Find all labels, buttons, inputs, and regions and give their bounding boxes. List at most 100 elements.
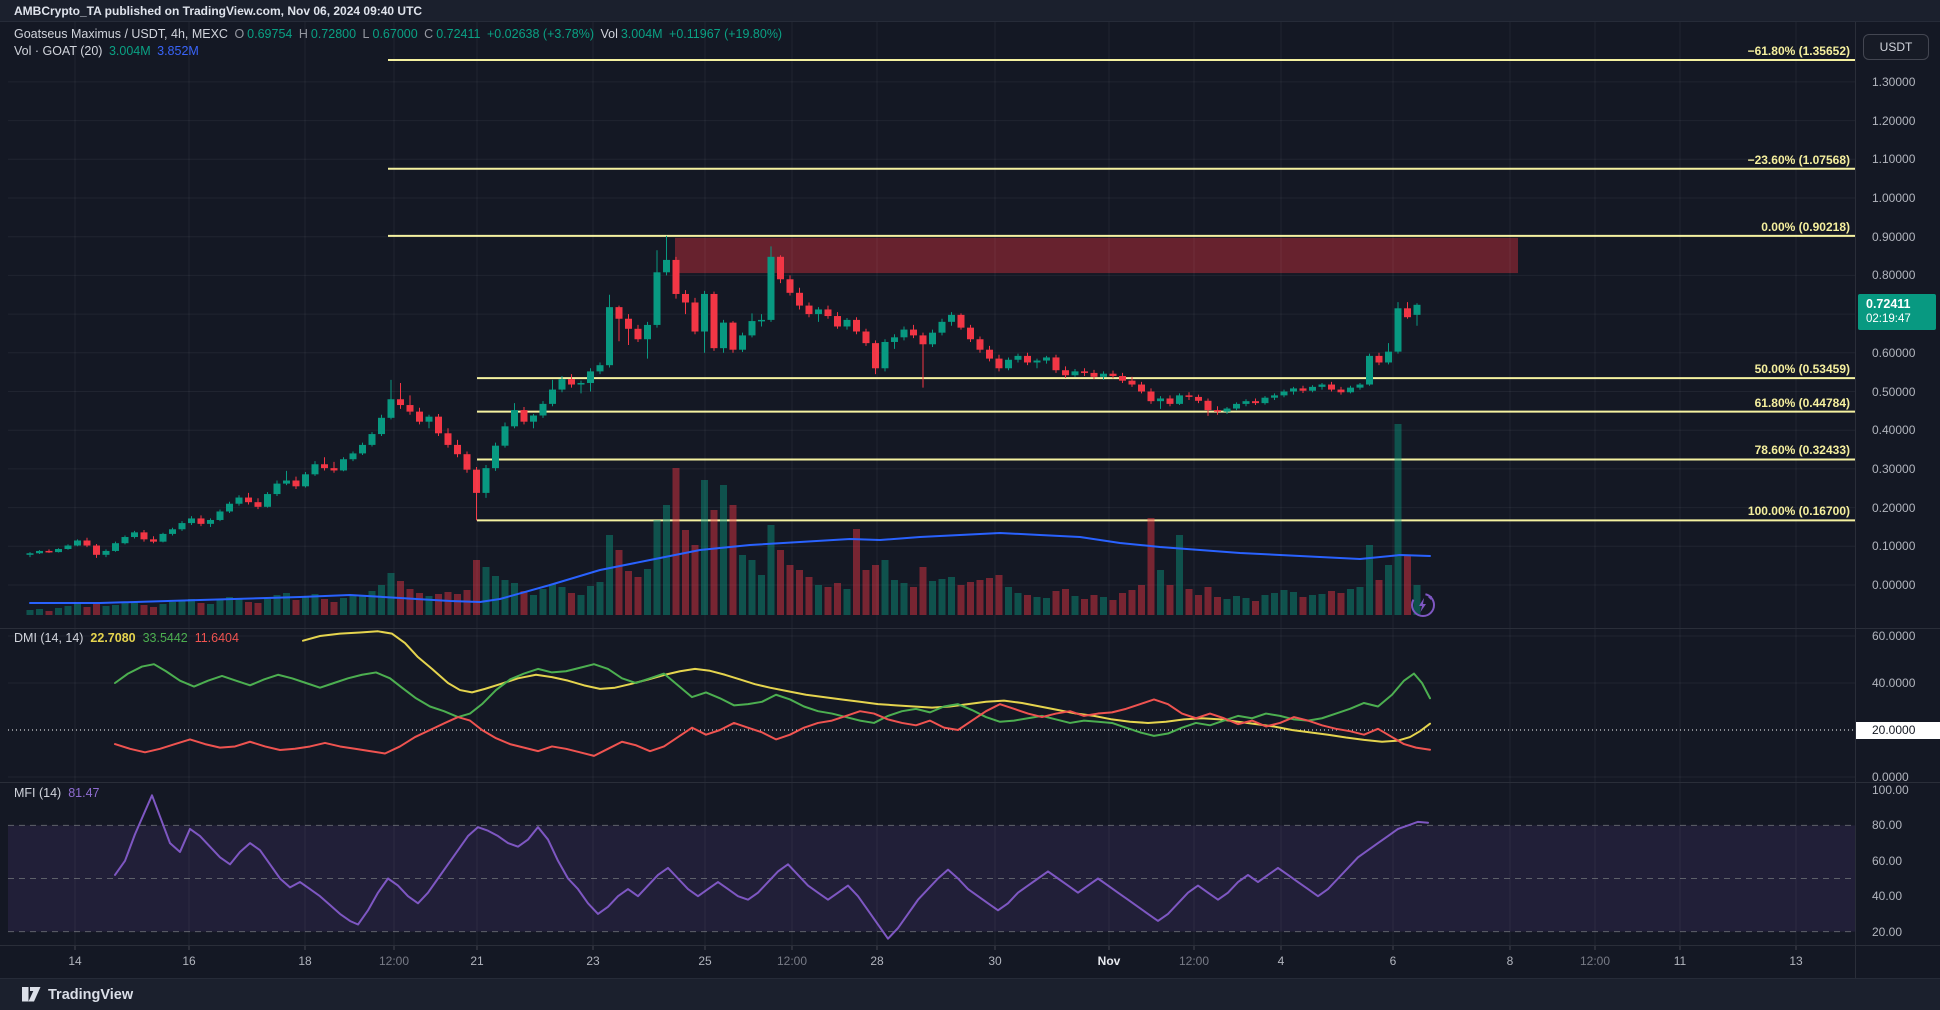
candlestick xyxy=(976,339,984,350)
volume-bar xyxy=(710,510,718,615)
volume-bar xyxy=(625,571,632,615)
mfi-pane[interactable] xyxy=(8,794,1855,940)
candlestick xyxy=(767,256,775,320)
candlestick xyxy=(1185,395,1193,397)
volume-bar xyxy=(1385,565,1392,615)
volume-bar xyxy=(596,582,604,615)
candlestick xyxy=(1157,398,1164,402)
volume-bar xyxy=(368,591,376,615)
candlestick xyxy=(815,309,822,315)
volume-bar xyxy=(36,609,43,615)
volume-bar xyxy=(1271,593,1278,615)
candlestick xyxy=(1176,395,1183,404)
last-price-badge[interactable]: 0.72411 02:19:47 xyxy=(1858,294,1936,330)
volume-bar xyxy=(1280,590,1288,615)
volume-bar xyxy=(919,567,927,615)
vol-value: 3.004M xyxy=(620,27,663,41)
dmi-level-chip: 20.0000 xyxy=(1856,722,1940,739)
candlestick xyxy=(872,343,879,369)
candlestick xyxy=(245,497,252,503)
volume-bar xyxy=(910,587,917,615)
volume-bar xyxy=(74,604,81,615)
candlestick xyxy=(1005,359,1012,369)
candlestick xyxy=(1043,357,1050,361)
volume-bar xyxy=(948,577,955,615)
candlestick xyxy=(321,464,328,469)
volume-bar xyxy=(1071,596,1079,615)
time-axis-label: 12:00 xyxy=(378,954,410,968)
volume-bar xyxy=(872,565,879,615)
candlestick xyxy=(1394,308,1402,352)
ohlc-l-value: 0.67000 xyxy=(372,27,418,41)
candlestick xyxy=(463,454,471,470)
price-axis-tick: 0.30000 xyxy=(1872,461,1916,476)
candlestick xyxy=(454,444,461,455)
ohlc-h-label: H xyxy=(298,27,308,41)
pane-separator-mfi[interactable] xyxy=(0,782,1940,783)
volume-bar xyxy=(1176,535,1183,615)
volume-bar xyxy=(1147,518,1155,615)
candlestick xyxy=(283,480,290,484)
time-axis-label: 12:00 xyxy=(1579,954,1611,968)
pane-separator-dmi[interactable] xyxy=(0,628,1940,629)
volume-bar xyxy=(1005,587,1012,615)
fib-level-label: 78.60% (0.32433) xyxy=(1754,443,1850,458)
candlestick xyxy=(387,399,395,418)
volume-bar xyxy=(691,545,699,615)
candlestick xyxy=(1261,397,1269,404)
volume-bar xyxy=(340,598,347,615)
candlestick xyxy=(1214,410,1221,412)
symbol-legend[interactable]: Goatseus Maximus / USDT, 4h, MEXC O 0.697… xyxy=(14,27,785,41)
candlestick xyxy=(615,307,623,319)
candlestick xyxy=(587,371,594,383)
dmi-pane[interactable] xyxy=(8,630,1855,778)
candlestick xyxy=(1375,355,1383,363)
candlestick xyxy=(530,415,537,422)
volume-bar xyxy=(140,605,148,615)
candlestick xyxy=(919,335,927,345)
dmi-level-20-label: 20.0000 xyxy=(1872,723,1916,737)
vol-label: Vol xyxy=(600,27,618,41)
price-pane[interactable] xyxy=(8,59,1855,615)
currency-toggle-button[interactable]: USDT xyxy=(1863,34,1929,60)
volume-bar xyxy=(824,587,832,615)
volume-ma-value: 3.852M xyxy=(157,44,199,58)
publisher-bar: AMBCrypto_TA published on TradingView.co… xyxy=(0,0,1940,22)
volume-bar xyxy=(796,570,803,615)
candlestick xyxy=(663,259,670,273)
supply-zone-rectangle[interactable] xyxy=(675,237,1518,274)
price-axis-separator xyxy=(1855,22,1856,978)
volume-bar xyxy=(701,480,708,615)
symbol-title[interactable]: Goatseus Maximus / USDT, 4h, MEXC xyxy=(14,27,228,41)
volume-bar xyxy=(1413,585,1421,615)
tradingview-watermark[interactable]: TradingView xyxy=(22,986,133,1003)
volume-bar xyxy=(188,599,195,615)
mfi-legend[interactable]: MFI (14) 81.47 xyxy=(14,786,99,800)
volume-bar xyxy=(644,569,651,615)
dmi-legend[interactable]: DMI (14, 14) 22.7080 33.5442 11.6404 xyxy=(14,631,239,645)
flash-replay-icon[interactable] xyxy=(1409,591,1437,619)
candlestick xyxy=(26,553,34,555)
candlestick xyxy=(853,319,860,332)
candlestick xyxy=(672,259,680,294)
candlestick xyxy=(634,328,642,340)
candlestick xyxy=(881,341,889,369)
price-axis-tick: 1.10000 xyxy=(1872,152,1916,167)
bottom-toolbar: TradingView xyxy=(0,978,1940,1010)
volume-indicator-legend[interactable]: Vol · GOAT (20) 3.004M 3.852M xyxy=(14,44,202,58)
volume-bar xyxy=(1166,585,1174,615)
volume-bar xyxy=(207,604,214,615)
candlestick xyxy=(1033,360,1041,363)
volume-bar xyxy=(805,577,813,615)
time-axis-label: 8 xyxy=(1506,954,1514,968)
candlestick xyxy=(900,329,908,338)
volume-bar xyxy=(1204,587,1212,615)
volume-bar xyxy=(558,587,566,615)
candlestick xyxy=(1252,401,1259,404)
volume-bar xyxy=(197,603,205,615)
volume-bar xyxy=(292,600,300,615)
volume-bar xyxy=(359,595,366,615)
candlestick xyxy=(1309,386,1316,391)
volume-bar xyxy=(1375,580,1383,615)
